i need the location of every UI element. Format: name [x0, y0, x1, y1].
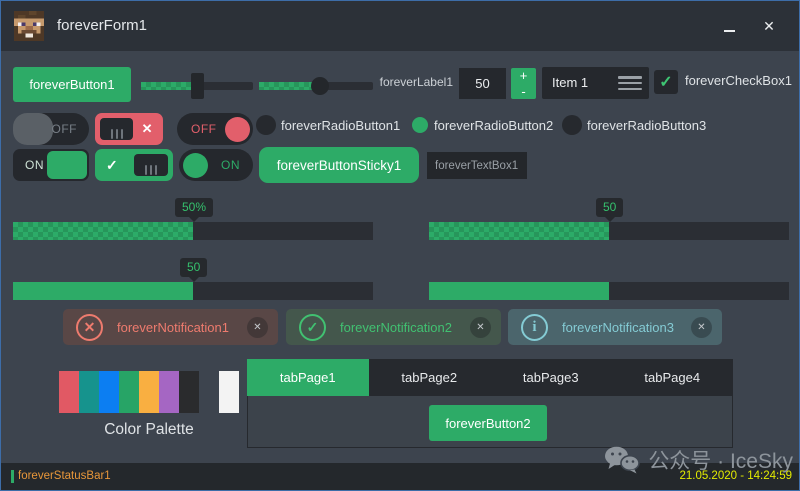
minimize-icon — [723, 30, 735, 32]
palette-label: Color Palette — [104, 421, 194, 438]
palette-swatch — [139, 371, 159, 413]
forever-textbox1[interactable] — [427, 152, 527, 179]
trackbar2-thumb[interactable] — [311, 77, 329, 95]
toggle-thumb — [47, 151, 87, 179]
progress-bar3 — [13, 282, 373, 300]
watermark: 公众号 · IceSky — [604, 445, 793, 475]
radio-label: foreverRadioButton3 — [587, 118, 707, 133]
radio-forever-radiobutton3[interactable] — [562, 115, 582, 135]
status-datetime: 21.05.2020 - 14:24:59 — [679, 470, 792, 482]
notification-close-button[interactable]: ✕ — [247, 316, 268, 338]
progress-tooltip: 50 — [596, 198, 624, 217]
trackbar1-thumb[interactable] — [191, 73, 204, 99]
toggle-on-label: ON — [221, 158, 240, 172]
forever-button1[interactable]: foreverButton1 — [13, 67, 131, 102]
numeric-updown-value[interactable]: 50 — [459, 68, 506, 99]
info-icon: i — [521, 313, 548, 341]
success-icon: ✓ — [299, 313, 326, 341]
tab-tabpage1[interactable]: tabPage1 — [247, 359, 369, 396]
tab-bar: tabPage1 tabPage2 tabPage3 tabPage4 — [247, 359, 733, 396]
toggle-switch-off-1[interactable]: OFF — [13, 113, 89, 145]
trackbar2[interactable] — [259, 73, 373, 99]
app-icon — [14, 11, 44, 41]
palette-swatch-white — [219, 371, 239, 413]
forever-checkbox1[interactable]: ✓ — [654, 70, 678, 94]
progress-bar1-fill — [13, 222, 193, 240]
window-title: foreverForm1 — [57, 17, 148, 34]
notification-error: ✕ foreverNotification1 ✕ — [63, 309, 278, 345]
progress-bar2 — [429, 222, 789, 240]
close-button[interactable]: ✕ — [747, 1, 791, 51]
notification-close-button[interactable]: ✕ — [470, 316, 491, 338]
wechat-icon — [605, 446, 641, 474]
status-accent-bar — [11, 470, 14, 483]
radio-forever-radiobutton2[interactable] — [412, 117, 428, 133]
combobox-value: Item 1 — [552, 75, 589, 90]
toggle-switch-on-1[interactable]: ON — [13, 149, 89, 181]
tab-tabpage3[interactable]: tabPage3 — [522, 370, 579, 385]
notification-close-button[interactable]: ✕ — [691, 316, 712, 338]
titlebar: foreverForm1 ✕ — [1, 1, 799, 51]
toggle-thumb — [134, 154, 168, 176]
grip-icon — [134, 164, 168, 175]
hamburger-icon — [618, 76, 642, 90]
palette-swatch — [79, 371, 99, 413]
trackbar1-fill — [141, 82, 191, 90]
check-icon: ✓ — [106, 157, 119, 173]
toggle-on-label: ON — [25, 158, 44, 172]
radio-forever-radiobutton1[interactable] — [256, 115, 276, 135]
progress-bar4 — [429, 282, 789, 300]
radio-label: foreverRadioButton1 — [281, 118, 401, 133]
trackbar2-fill — [259, 82, 317, 90]
minimize-button[interactable] — [707, 1, 751, 51]
radio-label: foreverRadioButton2 — [434, 118, 554, 133]
forever-checkbox1-label: foreverCheckBox1 — [685, 73, 792, 88]
toggle-switch-off-2[interactable]: ✕ — [95, 113, 163, 145]
progress-bar4-fill — [429, 282, 609, 300]
palette-swatch — [99, 371, 119, 413]
forever-button-sticky1[interactable]: foreverButtonSticky1 — [259, 147, 419, 183]
plus-button[interactable]: + — [519, 68, 528, 84]
palette-swatch — [159, 371, 179, 413]
error-icon: ✕ — [76, 313, 103, 341]
toggle-thumb — [100, 118, 133, 140]
toggle-knob — [225, 116, 250, 142]
tab-tabpage2[interactable]: tabPage2 — [401, 370, 458, 385]
toggle-knob — [183, 152, 208, 178]
x-icon: ✕ — [141, 121, 153, 136]
palette-swatch — [119, 371, 139, 413]
toggle-switch-off-3[interactable]: OFF — [177, 113, 253, 145]
watermark-text: 公众号 · IceSky — [648, 450, 793, 473]
toggle-thumb — [13, 113, 53, 145]
forever-button2[interactable]: foreverButton2 — [429, 405, 547, 441]
status-label: foreverStatusBar1 — [18, 470, 111, 482]
notification-success: ✓ foreverNotification2 ✕ — [286, 309, 501, 345]
toggle-switch-on-2[interactable]: ✓ — [95, 149, 173, 181]
status-bar: foreverStatusBar1 21.05.2020 - 14:24:59 — [1, 463, 799, 490]
toggle-switch-on-3[interactable]: ON — [179, 149, 253, 181]
notification-text: foreverNotification1 — [117, 319, 229, 335]
forever-label1: foreverLabel1 — [379, 75, 453, 89]
toggle-off-label: OFF — [51, 122, 77, 136]
close-icon: ✕ — [763, 17, 775, 34]
notification-text: foreverNotification2 — [340, 319, 452, 335]
combobox[interactable]: Item 1 — [542, 67, 649, 99]
notification-text: foreverNotification3 — [562, 319, 674, 335]
progress-tooltip: 50% — [175, 198, 214, 217]
tab-tabpage4[interactable]: tabPage4 — [644, 370, 701, 385]
progress-bar2-fill — [429, 222, 609, 240]
numeric-updown-buttons: + - — [511, 68, 536, 99]
check-icon: ✓ — [659, 74, 673, 91]
progress-bar3-fill — [13, 282, 193, 300]
minus-button[interactable]: - — [521, 83, 526, 99]
progress-bar1 — [13, 222, 373, 240]
progress-tooltip: 50 — [180, 258, 208, 277]
palette-swatch — [179, 371, 199, 413]
trackbar1[interactable] — [141, 73, 253, 99]
palette-swatch — [59, 371, 79, 413]
toggle-off-label: OFF — [191, 122, 217, 136]
grip-icon — [100, 128, 133, 139]
notification-info: i foreverNotification3 ✕ — [508, 309, 722, 345]
